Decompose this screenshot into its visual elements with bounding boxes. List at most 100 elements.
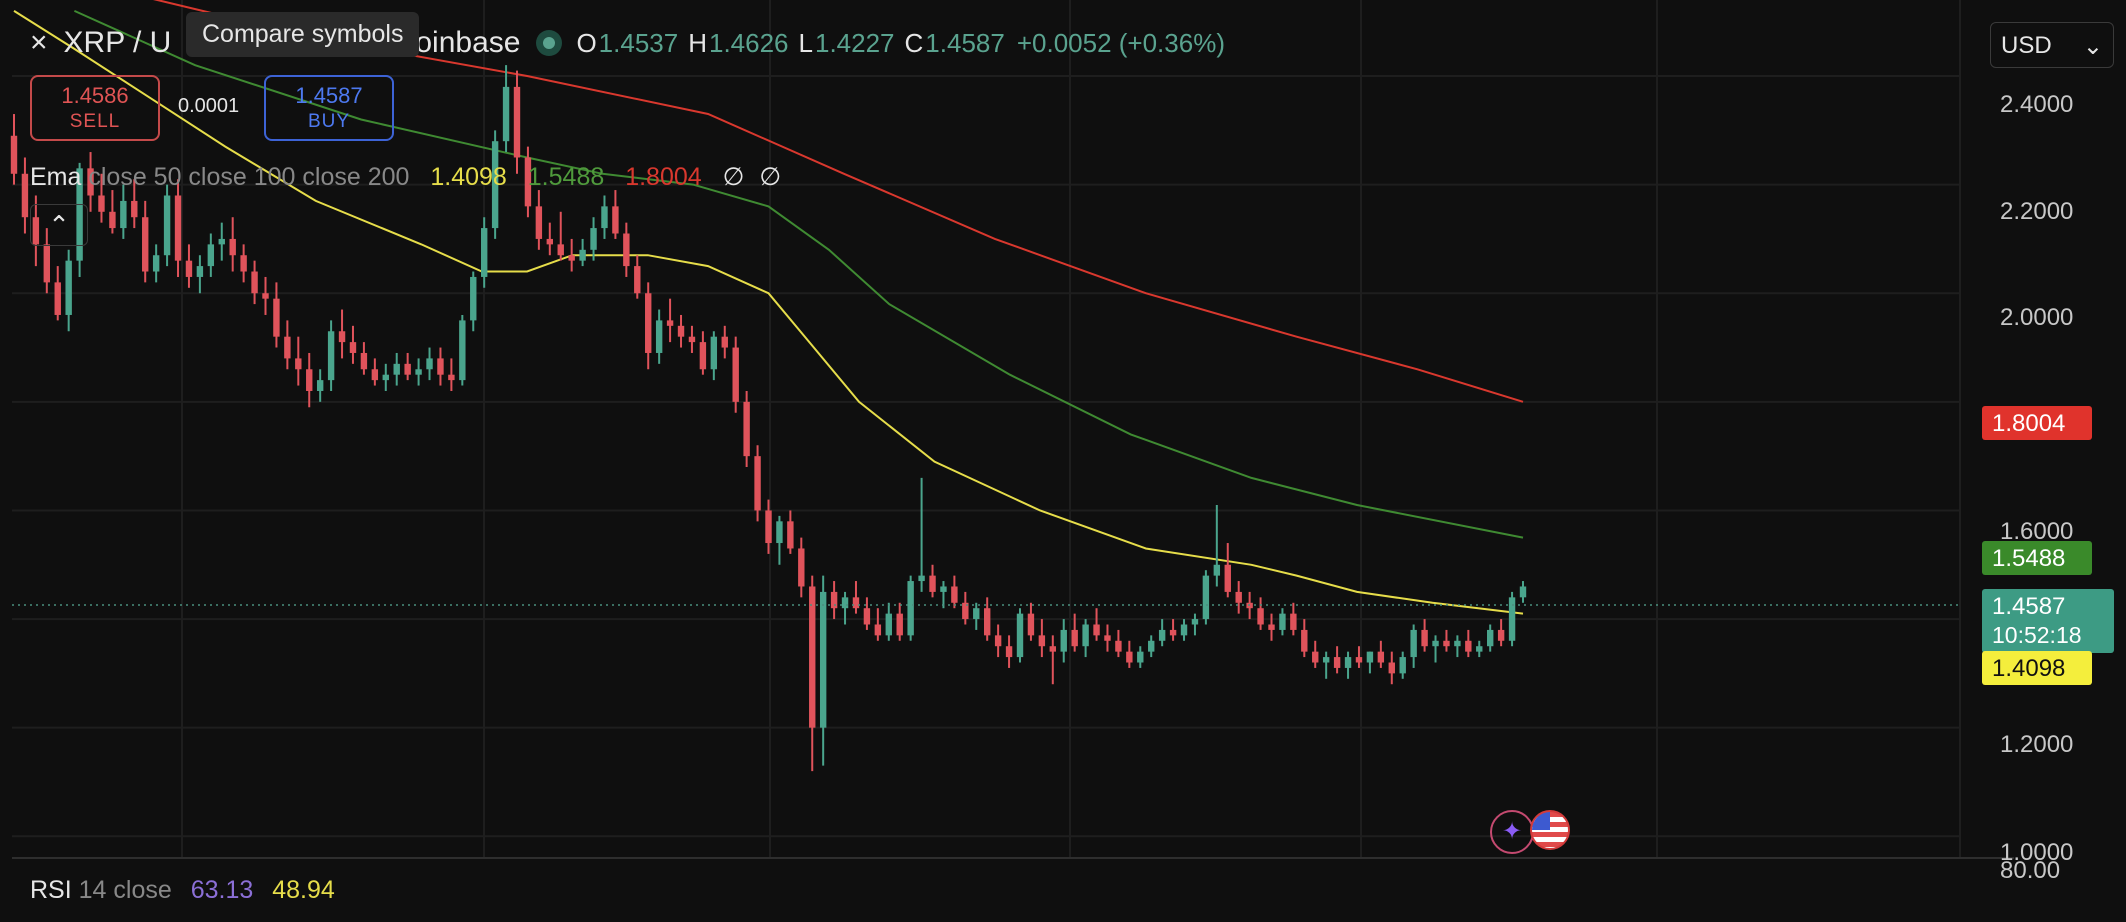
price-axis[interactable]: 2.4000 2.2000 2.0000 1.6000 1.2000 1.000…: [2000, 91, 2073, 884]
exchange-name: oinbase: [415, 26, 521, 59]
indicator-name: RSI: [30, 876, 72, 904]
candle: [437, 347, 444, 386]
candle: [765, 499, 772, 554]
candle: [1180, 619, 1188, 641]
candle: [43, 228, 51, 294]
candle: [819, 575, 827, 766]
candle: [1137, 646, 1144, 668]
ohlc-high-value: 1.4626: [708, 27, 789, 58]
ema-lines: [13, 0, 1524, 615]
candle: [666, 298, 674, 343]
candle: [1148, 635, 1155, 658]
rsi-ma-value: 48.94: [272, 876, 335, 904]
candle: [163, 184, 171, 267]
candle: [1519, 581, 1527, 603]
candle: [951, 575, 958, 609]
price-change: +0.0052 (+0.36%): [1016, 27, 1225, 58]
candle: [1093, 608, 1100, 641]
candle: [568, 238, 575, 272]
last-price: 1.4587: [1992, 593, 2065, 620]
ema-line: [13, 10, 1524, 615]
close-icon[interactable]: ×: [30, 26, 48, 59]
ohlc-low-key: L: [798, 27, 813, 58]
candle: [54, 266, 61, 321]
candle: [732, 336, 739, 413]
empty-value-icon: ∅: [722, 163, 745, 191]
candle: [841, 591, 849, 625]
candle: [480, 217, 488, 288]
candle: [1038, 619, 1046, 658]
candle: [983, 597, 991, 641]
candle: [207, 233, 215, 277]
buy-button[interactable]: 1.4587 BUY: [264, 75, 394, 141]
sell-label: SELL: [69, 111, 121, 132]
candle: [994, 624, 1002, 658]
candle: [1290, 602, 1297, 636]
symbol-title[interactable]: XRP / U: [63, 26, 172, 59]
candle: [634, 255, 641, 299]
candle: [1016, 608, 1024, 663]
candle: [174, 179, 182, 277]
price-tick: 1.2000: [2000, 731, 2073, 758]
candle: [1399, 651, 1406, 679]
candle: [1508, 591, 1516, 647]
candle: [1377, 640, 1385, 668]
price-tick: 2.2000: [2000, 198, 2073, 225]
candle: [120, 184, 127, 239]
candle: [1476, 640, 1483, 658]
candle: [557, 211, 564, 261]
market-status-icon: [536, 30, 563, 56]
candle: [109, 190, 116, 234]
price-tick: 2.4000: [2000, 91, 2073, 118]
candle: [535, 190, 543, 250]
candle: [1465, 629, 1472, 658]
currency-select[interactable]: USD ⌄: [1990, 22, 2114, 68]
candle: [87, 152, 94, 212]
rsi-value: 63.13: [190, 876, 254, 904]
candle: [415, 358, 422, 386]
ohlc-close-value: 1.4587: [925, 27, 1005, 58]
candle: [306, 352, 313, 408]
candle: [896, 602, 903, 641]
ema-legend[interactable]: Ema close 50 close 100 close 200 1.4098 …: [30, 162, 781, 192]
spark-icon[interactable]: ✦: [1490, 810, 1534, 854]
candle: [929, 564, 936, 598]
candle: [645, 282, 652, 370]
candle: [1432, 635, 1439, 663]
indicator-name: Ema: [30, 163, 82, 191]
candle: [612, 190, 619, 239]
candle: [360, 342, 368, 375]
candle: [240, 244, 247, 283]
candle: [21, 157, 29, 234]
candle: [787, 510, 794, 554]
candle: [601, 195, 608, 239]
candle: [874, 608, 882, 641]
sell-button[interactable]: 1.4586 SELL: [30, 75, 160, 141]
candle: [327, 320, 335, 391]
symbol-header: × XRP / U oinbase O 1.4537 H 1.4626 L 1.…: [30, 24, 1225, 62]
candle: [1344, 651, 1352, 679]
candle: [699, 331, 707, 375]
collapse-legend-button[interactable]: ⌃: [30, 204, 88, 246]
ohlc-open-key: O: [576, 27, 597, 58]
svg-text:1.8004: 1.8004: [1992, 410, 2065, 437]
candle: [459, 314, 466, 386]
ema50-value: 1.4098: [430, 163, 507, 191]
ema-line: [152, 0, 1524, 403]
us-flag-icon[interactable]: [1530, 810, 1570, 850]
candle: [251, 260, 258, 305]
candle: [1082, 619, 1089, 658]
svg-text:1.5488: 1.5488: [1992, 545, 2065, 572]
candle: [1213, 505, 1221, 587]
candle: [1497, 619, 1505, 647]
candle: [524, 146, 532, 218]
candle: [1005, 635, 1013, 668]
candle: [131, 179, 138, 229]
candle: [1454, 635, 1461, 658]
rsi-legend[interactable]: RSI 14 close 63.13 48.94: [30, 876, 335, 905]
candle: [1486, 624, 1494, 652]
candle: [677, 314, 685, 348]
candle: [1355, 646, 1363, 668]
candle: [1268, 613, 1275, 641]
